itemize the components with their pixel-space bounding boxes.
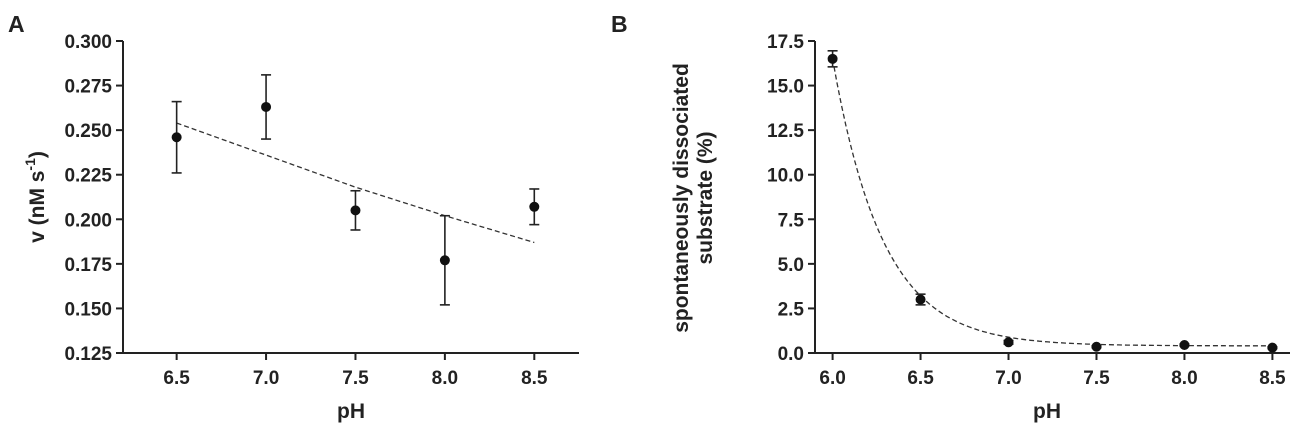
panel-a-y-tick-label: 0.125: [64, 344, 112, 365]
panel-b-y-tick-label: 2.5: [778, 299, 805, 320]
panel-a-data-point: [439, 255, 450, 266]
panel-a-data-point: [261, 101, 272, 112]
panel-b-data-point: [915, 294, 926, 305]
panel-a-y-tick-label: 0.300: [64, 32, 112, 53]
panel-a-x-tick-label: 8.0: [432, 368, 458, 389]
panel-a-y-tick-label: 0.250: [64, 121, 112, 142]
panel-b-x-tick-label: 7.0: [995, 368, 1021, 389]
panel-a-y-tick-label: 0.225: [64, 166, 112, 187]
panel-a-y-tick-label: 0.275: [64, 77, 112, 98]
panel-a-fit-curve: [176, 122, 535, 244]
panel-b-letter: B: [611, 11, 628, 37]
panel-b-x-tick-label: 7.5: [1083, 368, 1110, 389]
panel-a-letter: A: [8, 11, 25, 37]
panel-b: B spontaneously dissociated substrate (%…: [611, 11, 1290, 423]
panel-a-y-tick-label: 0.175: [64, 255, 112, 276]
panel-b-x-tick-label: 6.5: [907, 368, 934, 389]
panel-b-y-tick-label: 5.0: [778, 255, 804, 276]
panel-b-x-tick-label: 6.0: [819, 368, 845, 389]
panel-a: A v (nM s-1) pH 0.125 0.150 0.175 0.200 0.22…: [8, 11, 579, 423]
panel-b-data-point: [1267, 342, 1278, 353]
panel-a-data-point: [350, 205, 361, 216]
panel-b-data-point: [1003, 337, 1014, 348]
panel-a-y-tick-label: 0.150: [64, 299, 112, 320]
panel-b-y-axis-title-line1: spontaneously dissociated: [670, 63, 693, 333]
panel-a-y-tick-label: 0.200: [64, 210, 112, 231]
panel-b-x-axis-title: pH: [1033, 400, 1061, 423]
panel-b-data-point: [1091, 341, 1102, 352]
panel-a-data-point: [171, 132, 182, 143]
panel-a-x-tick-label: 6.5: [163, 368, 190, 389]
panel-b-x-tick-label: 8.0: [1171, 368, 1197, 389]
panel-b-y-tick-label: 10.0: [767, 166, 804, 187]
panel-a-x-tick-label: 7.0: [253, 368, 279, 389]
panel-b-data-point: [827, 53, 838, 64]
panel-b-y-tick-label: 7.5: [778, 210, 805, 231]
panel-b-y-tick-label: 12.5: [767, 121, 804, 142]
panel-a-x-axis-title: pH: [337, 400, 365, 423]
panel-a-y-axis-title: v (nM s-1): [22, 151, 49, 243]
panel-b-x-tick-label: 8.5: [1259, 368, 1286, 389]
panel-b-y-tick-label: 15.0: [767, 77, 804, 98]
panel-b-y-tick-label: 0.0: [778, 344, 804, 365]
panel-a-x-tick-label: 7.5: [342, 368, 369, 389]
panel-b-y-tick-label: 17.5: [767, 32, 804, 53]
panel-b-y-axis-title-line2: substrate (%): [694, 131, 717, 264]
panel-a-x-tick-label: 8.5: [521, 368, 548, 389]
panel-a-data-point: [529, 201, 540, 212]
panel-b-data-point: [1179, 339, 1190, 350]
panel-b-fit-curve: [831, 58, 1273, 347]
